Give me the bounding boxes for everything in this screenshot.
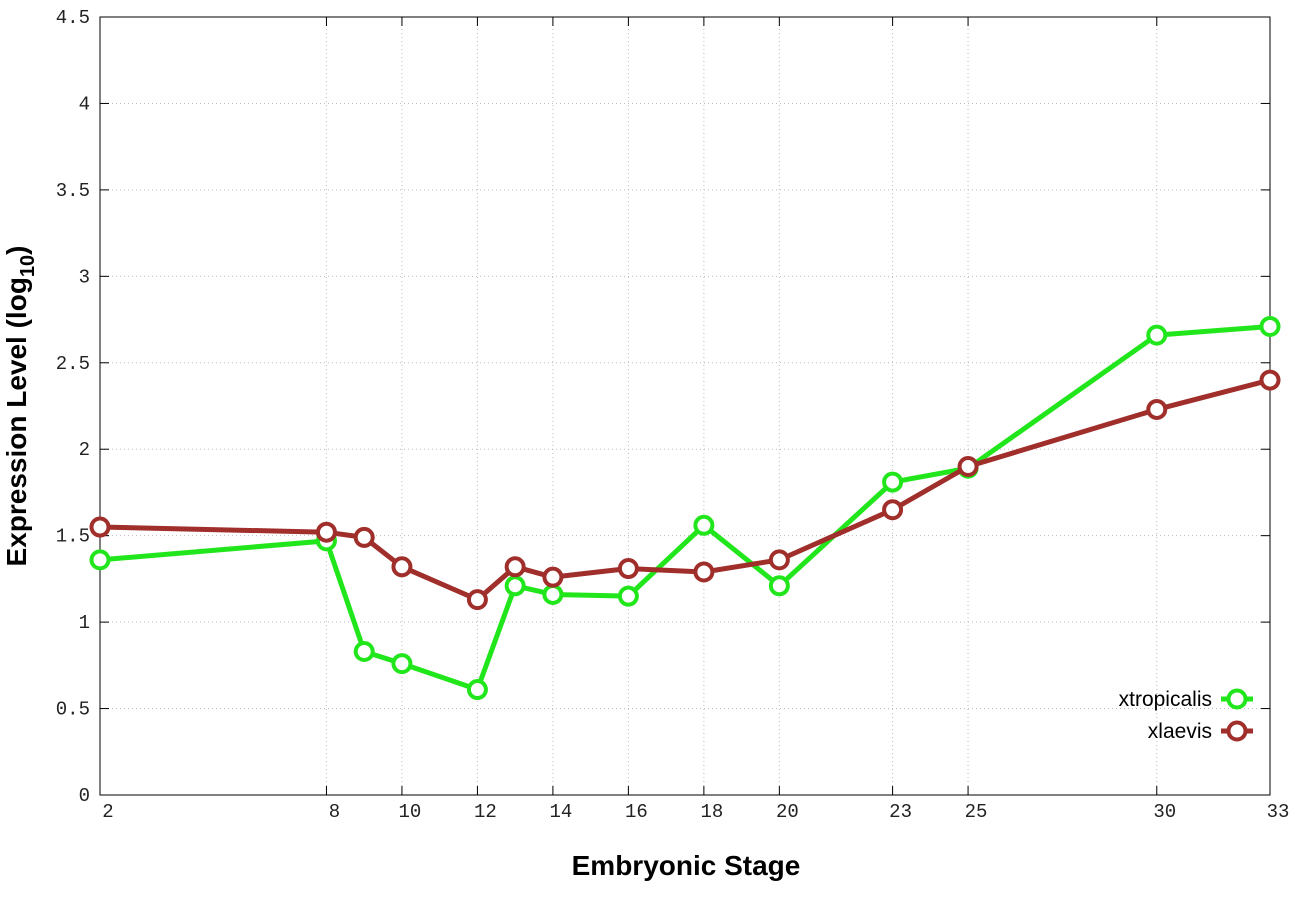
data-point [957, 456, 979, 478]
x-tick-label: 18 [700, 801, 723, 823]
data-point [693, 514, 715, 536]
data-point [617, 585, 639, 607]
data-point [542, 583, 564, 605]
data-point [504, 575, 526, 597]
data-point [353, 526, 375, 548]
y-tick-label: 4.5 [56, 7, 90, 29]
series-line [99, 323, 1271, 693]
x-tick-label: 14 [549, 801, 572, 823]
y-tick-label: 1.5 [56, 526, 90, 548]
data-point [1259, 369, 1281, 391]
data-point [882, 471, 904, 493]
data-point [315, 521, 337, 543]
x-tick-label: 33 [1267, 801, 1290, 823]
data-point [1146, 324, 1168, 346]
data-point [693, 561, 715, 583]
y-tick-label: 3 [79, 266, 90, 288]
data-point [504, 556, 526, 578]
y-axis-label-sub: 10 [17, 255, 39, 277]
x-tick-label: 23 [889, 801, 912, 823]
data-point [882, 499, 904, 521]
y-tick-label: 0 [79, 785, 90, 807]
x-tick-label: 8 [329, 801, 340, 823]
x-tick-label: 20 [776, 801, 799, 823]
data-point [768, 549, 790, 571]
y-axis-label-text: Expression Level (log [1, 277, 32, 566]
y-axis-label: Expression Level (log10) [1, 246, 39, 567]
x-tick-label: 10 [399, 801, 422, 823]
legend-label: xlaevis [1148, 720, 1212, 743]
legend-marker [1226, 720, 1248, 742]
data-point [466, 679, 488, 701]
x-tick-label: 25 [965, 801, 988, 823]
y-axis-label-end: ) [1, 246, 32, 255]
data-point [617, 558, 639, 580]
y-tick-label: 2 [79, 439, 90, 461]
y-tick-label: 4 [79, 93, 90, 115]
data-point [466, 589, 488, 611]
plot-frame [99, 16, 1271, 796]
data-point [353, 641, 375, 663]
x-tick-label: 12 [474, 801, 497, 823]
x-tick-label: 2 [102, 801, 113, 823]
data-point [89, 549, 111, 571]
y-tick-label: 1 [79, 612, 90, 634]
y-tick-label: 0.5 [56, 699, 90, 721]
series-line [99, 377, 1271, 603]
x-tick-label: 16 [625, 801, 648, 823]
y-tick-label: 2.5 [56, 353, 90, 375]
y-tick-label: 3.5 [56, 180, 90, 202]
legend-marker [1226, 688, 1248, 710]
data-point [542, 566, 564, 588]
data-point [1259, 315, 1281, 337]
data-point [391, 653, 413, 675]
x-tick-label: 30 [1153, 801, 1176, 823]
data-point [391, 556, 413, 578]
data-point [89, 516, 111, 538]
data-point [1146, 398, 1168, 420]
data-point [768, 575, 790, 597]
x-axis-label: Embryonic Stage [572, 850, 801, 881]
legend-label: xtropicalis [1119, 688, 1212, 711]
